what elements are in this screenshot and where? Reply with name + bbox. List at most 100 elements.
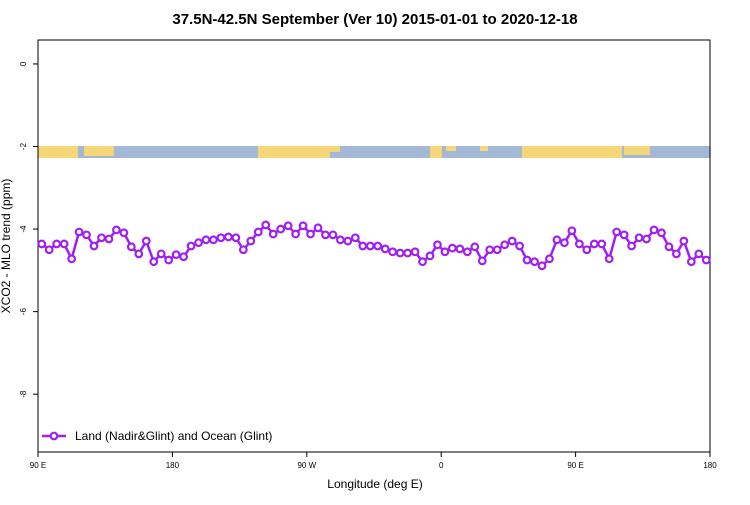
- point: [418, 257, 427, 267]
- point: [321, 230, 330, 240]
- point: [686, 257, 696, 267]
- point: [171, 250, 181, 260]
- point: [612, 227, 622, 237]
- point: [425, 251, 435, 261]
- point: [448, 243, 457, 253]
- point: [365, 241, 375, 251]
- point: [216, 233, 226, 243]
- point: [537, 261, 547, 271]
- point: [657, 228, 666, 238]
- point: [141, 236, 151, 246]
- map-strip: [38, 146, 710, 158]
- point: [500, 240, 510, 250]
- point: [261, 220, 271, 230]
- point: [194, 238, 203, 248]
- point: [44, 245, 54, 255]
- point: [149, 257, 159, 267]
- point: [59, 239, 69, 249]
- point: [104, 234, 114, 244]
- point: [37, 239, 47, 249]
- y-tick-label: 0: [19, 61, 28, 66]
- point: [694, 249, 704, 259]
- point: [186, 241, 196, 251]
- y-tick-label: -4: [19, 225, 28, 233]
- y-axis-label: XCO2 - MLO trend (ppm): [0, 179, 13, 314]
- point: [164, 255, 174, 265]
- point: [380, 244, 390, 254]
- point: [276, 224, 286, 234]
- x-tick-label: 90 E: [567, 461, 583, 470]
- point: [477, 256, 487, 266]
- point: [567, 226, 577, 236]
- point: [52, 239, 62, 249]
- point: [134, 249, 144, 259]
- point: [604, 254, 614, 264]
- point: [530, 257, 539, 267]
- point: [589, 239, 599, 249]
- point: [627, 241, 636, 251]
- point: [507, 236, 517, 246]
- point: [328, 230, 338, 240]
- point: [306, 229, 315, 239]
- x-tick-label: 180: [166, 461, 180, 470]
- point: [410, 247, 420, 257]
- point: [291, 229, 301, 239]
- y-tick-label: -6: [19, 308, 28, 316]
- point: [336, 235, 345, 245]
- point: [462, 247, 472, 257]
- point: [485, 245, 495, 255]
- point: [642, 234, 651, 244]
- point: [395, 248, 405, 258]
- point: [433, 240, 442, 250]
- point: [358, 241, 368, 251]
- point: [119, 228, 129, 238]
- y-tick-label: -2: [19, 142, 28, 150]
- chart-title: 37.5N-42.5N September (Ver 10) 2015-01-0…: [172, 11, 577, 28]
- point: [664, 242, 674, 252]
- point: [82, 230, 91, 240]
- point: [350, 233, 360, 243]
- point: [455, 244, 465, 254]
- point: [582, 245, 592, 255]
- point: [283, 221, 293, 231]
- point: [209, 235, 218, 245]
- point: [634, 233, 644, 243]
- point: [679, 236, 689, 246]
- point: [156, 249, 166, 259]
- point: [560, 238, 569, 248]
- point: [343, 236, 353, 246]
- point: [238, 245, 248, 255]
- x-tick-label: 90 E: [30, 461, 46, 470]
- point: [223, 232, 233, 242]
- x-axis-label: Longitude (deg E): [327, 477, 422, 491]
- point: [574, 239, 584, 249]
- point: [672, 249, 681, 259]
- point: [231, 233, 241, 243]
- point: [619, 230, 629, 240]
- point: [388, 247, 398, 257]
- point: [201, 235, 211, 245]
- point: [111, 225, 121, 235]
- legend-label: Land (Nadir&Glint) and Ocean (Glint): [75, 429, 272, 443]
- point: [67, 254, 76, 264]
- point: [298, 221, 308, 231]
- point: [545, 254, 554, 264]
- point: [246, 236, 256, 246]
- point: [97, 233, 106, 243]
- legend-marker: [49, 431, 59, 441]
- point: [179, 252, 189, 262]
- y-tick-label: -8: [19, 390, 28, 398]
- point: [440, 247, 450, 257]
- point: [373, 241, 383, 251]
- point: [253, 227, 263, 237]
- point: [522, 255, 532, 265]
- point: [126, 242, 136, 252]
- point: [74, 227, 84, 237]
- point: [649, 225, 659, 235]
- point: [701, 255, 711, 265]
- x-tick-label: 0: [439, 461, 444, 470]
- point: [492, 245, 502, 255]
- point: [89, 241, 99, 251]
- point: [470, 242, 480, 252]
